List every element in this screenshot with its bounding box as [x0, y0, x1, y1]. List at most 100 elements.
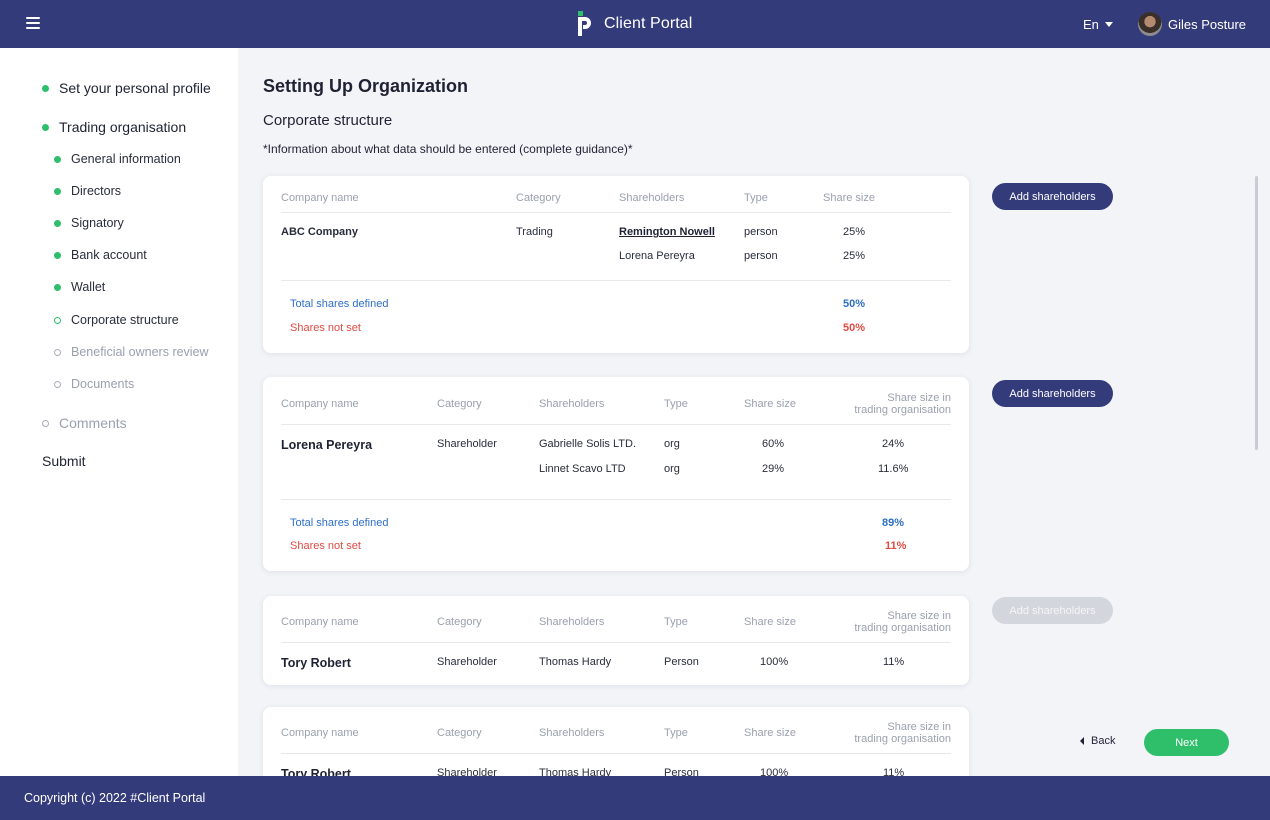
shareholder-name: Thomas Hardy: [539, 656, 612, 668]
column-header-share-in-trading: Share size in trading organisation: [854, 610, 951, 634]
structure-card-lorena-pereyra: Company name Category Shareholders Type …: [263, 377, 969, 571]
column-header-company: Company name: [281, 398, 359, 410]
add-shareholders-button[interactable]: Add shareholders: [992, 183, 1113, 210]
column-header-line: trading organisation: [854, 404, 951, 416]
caret-down-icon: [1104, 22, 1113, 27]
step-pending-icon: [54, 380, 61, 388]
total-shares-label: Total shares defined: [290, 517, 389, 529]
step-done-icon: [54, 283, 61, 291]
sidebar-step-corporate-structure[interactable]: Corporate structure: [54, 313, 179, 327]
sidebar-step-directors[interactable]: Directors: [54, 184, 121, 198]
guidance-text: *Information about what data should be e…: [263, 142, 633, 156]
avatar: [1138, 12, 1162, 36]
sidebar-step-bank-account[interactable]: Bank account: [54, 248, 147, 262]
submit-link[interactable]: Submit: [42, 453, 86, 469]
shareholder-share-in-trading: 24%: [882, 438, 905, 450]
total-shares-label: Total shares defined: [290, 298, 389, 310]
column-header-share-size: Share size: [823, 192, 875, 204]
step-done-icon: [54, 187, 61, 195]
column-header-type: Type: [664, 398, 688, 410]
sidebar-step-label: Corporate structure: [71, 313, 179, 327]
sidebar-step-label: Beneficial owners review: [71, 345, 209, 359]
shareholder-share-in-trading: 11%: [883, 656, 905, 668]
header-divider: [281, 642, 951, 643]
shareholder-name: Gabrielle Solis LTD.: [539, 438, 636, 450]
column-header-shareholders: Shareholders: [539, 398, 605, 410]
copyright-text: Copyright (c) 2022 #Client Portal: [24, 791, 206, 805]
page-title: Setting Up Organization: [263, 76, 468, 96]
section-title: Corporate structure: [263, 112, 393, 129]
brand[interactable]: Client Portal: [576, 11, 692, 37]
client-portal-logo-icon: [578, 11, 591, 36]
column-header-shareholders: Shareholders: [539, 616, 605, 628]
shareholder-share: 25%: [843, 226, 866, 238]
company-category: Shareholder: [437, 656, 497, 668]
sidebar-step-label: Signatory: [71, 216, 124, 230]
column-header-line: Share size in: [887, 392, 951, 404]
step-pending-icon: [54, 348, 61, 356]
column-header-type: Type: [664, 727, 688, 739]
company-name: ABC Company: [281, 226, 359, 238]
column-header-shareholders: Shareholders: [539, 727, 605, 739]
add-shareholders-button[interactable]: Add shareholders: [992, 380, 1113, 407]
back-label: Back: [1091, 735, 1116, 747]
back-button[interactable]: Back: [1080, 735, 1115, 747]
shares-not-set-label: Shares not set: [290, 540, 361, 552]
column-header-share-in-trading: Share size in trading organisation: [854, 721, 951, 745]
sidebar-step-label: Trading organisation: [59, 119, 187, 135]
shares-not-set-value: 11%: [885, 540, 907, 552]
column-header-share-size: Share size: [744, 616, 796, 628]
company-category: Trading: [516, 226, 553, 238]
footer: Copyright (c) 2022 #Client Portal: [0, 776, 1270, 820]
language-selector[interactable]: En: [1083, 17, 1113, 32]
shareholder-type: person: [744, 250, 778, 262]
total-shares-value: 89%: [882, 517, 905, 529]
company-name: Lorena Pereyra: [281, 438, 373, 452]
sidebar-step-label: Documents: [71, 377, 135, 391]
column-header-line: trading organisation: [854, 622, 951, 634]
sidebar-step-signatory[interactable]: Signatory: [54, 216, 124, 230]
column-header-line: trading organisation: [854, 733, 951, 745]
sidebar-step-label: Bank account: [71, 248, 147, 262]
shareholder-name: Linnet Scavo LTD: [539, 463, 626, 475]
column-header-category: Category: [437, 398, 482, 410]
language-label: En: [1083, 17, 1099, 32]
column-header-shareholders: Shareholders: [619, 192, 685, 204]
sidebar-step-label: Comments: [59, 415, 127, 431]
column-header-share-size: Share size: [744, 398, 796, 410]
sidebar: Set your personal profile Trading organi…: [0, 48, 238, 776]
total-shares-value: 50%: [843, 298, 866, 310]
sidebar-step-trading-organisation[interactable]: Trading organisation: [42, 119, 186, 135]
add-shareholders-button-disabled: Add shareholders: [992, 597, 1113, 624]
header-divider: [281, 212, 951, 213]
next-button[interactable]: Next: [1144, 729, 1229, 756]
hamburger-menu-icon[interactable]: [26, 17, 40, 29]
structure-card-abc-company: Company name Category Shareholders Type …: [263, 176, 969, 353]
shareholder-link[interactable]: Remington Nowell: [619, 226, 715, 238]
step-done-icon: [54, 155, 61, 163]
sidebar-step-comments[interactable]: Comments: [42, 415, 127, 431]
column-header-share-size: Share size: [744, 727, 796, 739]
column-header-share-in-trading: Share size in trading organisation: [854, 392, 951, 416]
top-bar: Client Portal En Giles Posture: [0, 0, 1270, 48]
sidebar-step-documents[interactable]: Documents: [54, 377, 134, 391]
sidebar-step-personal-profile[interactable]: Set your personal profile: [42, 80, 211, 96]
sidebar-step-wallet[interactable]: Wallet: [54, 280, 105, 294]
step-current-icon: [54, 316, 61, 324]
sidebar-step-label: General information: [71, 152, 181, 166]
shareholder-name: Lorena Pereyra: [619, 250, 695, 262]
column-header-line: Share size in: [887, 610, 951, 622]
shareholder-share: 29%: [762, 463, 785, 475]
column-header-company: Company name: [281, 727, 359, 739]
totals-divider: [281, 280, 951, 281]
shareholder-type: org: [664, 438, 680, 450]
column-header-company: Company name: [281, 192, 359, 204]
structure-card-tory-robert: Company name Category Shareholders Type …: [263, 596, 969, 685]
shareholder-share: 100%: [760, 656, 789, 668]
scrollbar[interactable]: [1255, 176, 1258, 450]
user-menu[interactable]: Giles Posture: [1138, 12, 1246, 36]
sidebar-step-beneficial-owners-review[interactable]: Beneficial owners review: [54, 345, 209, 359]
totals-divider: [281, 499, 951, 500]
sidebar-step-general-information[interactable]: General information: [54, 152, 181, 166]
company-category: Shareholder: [437, 438, 497, 450]
